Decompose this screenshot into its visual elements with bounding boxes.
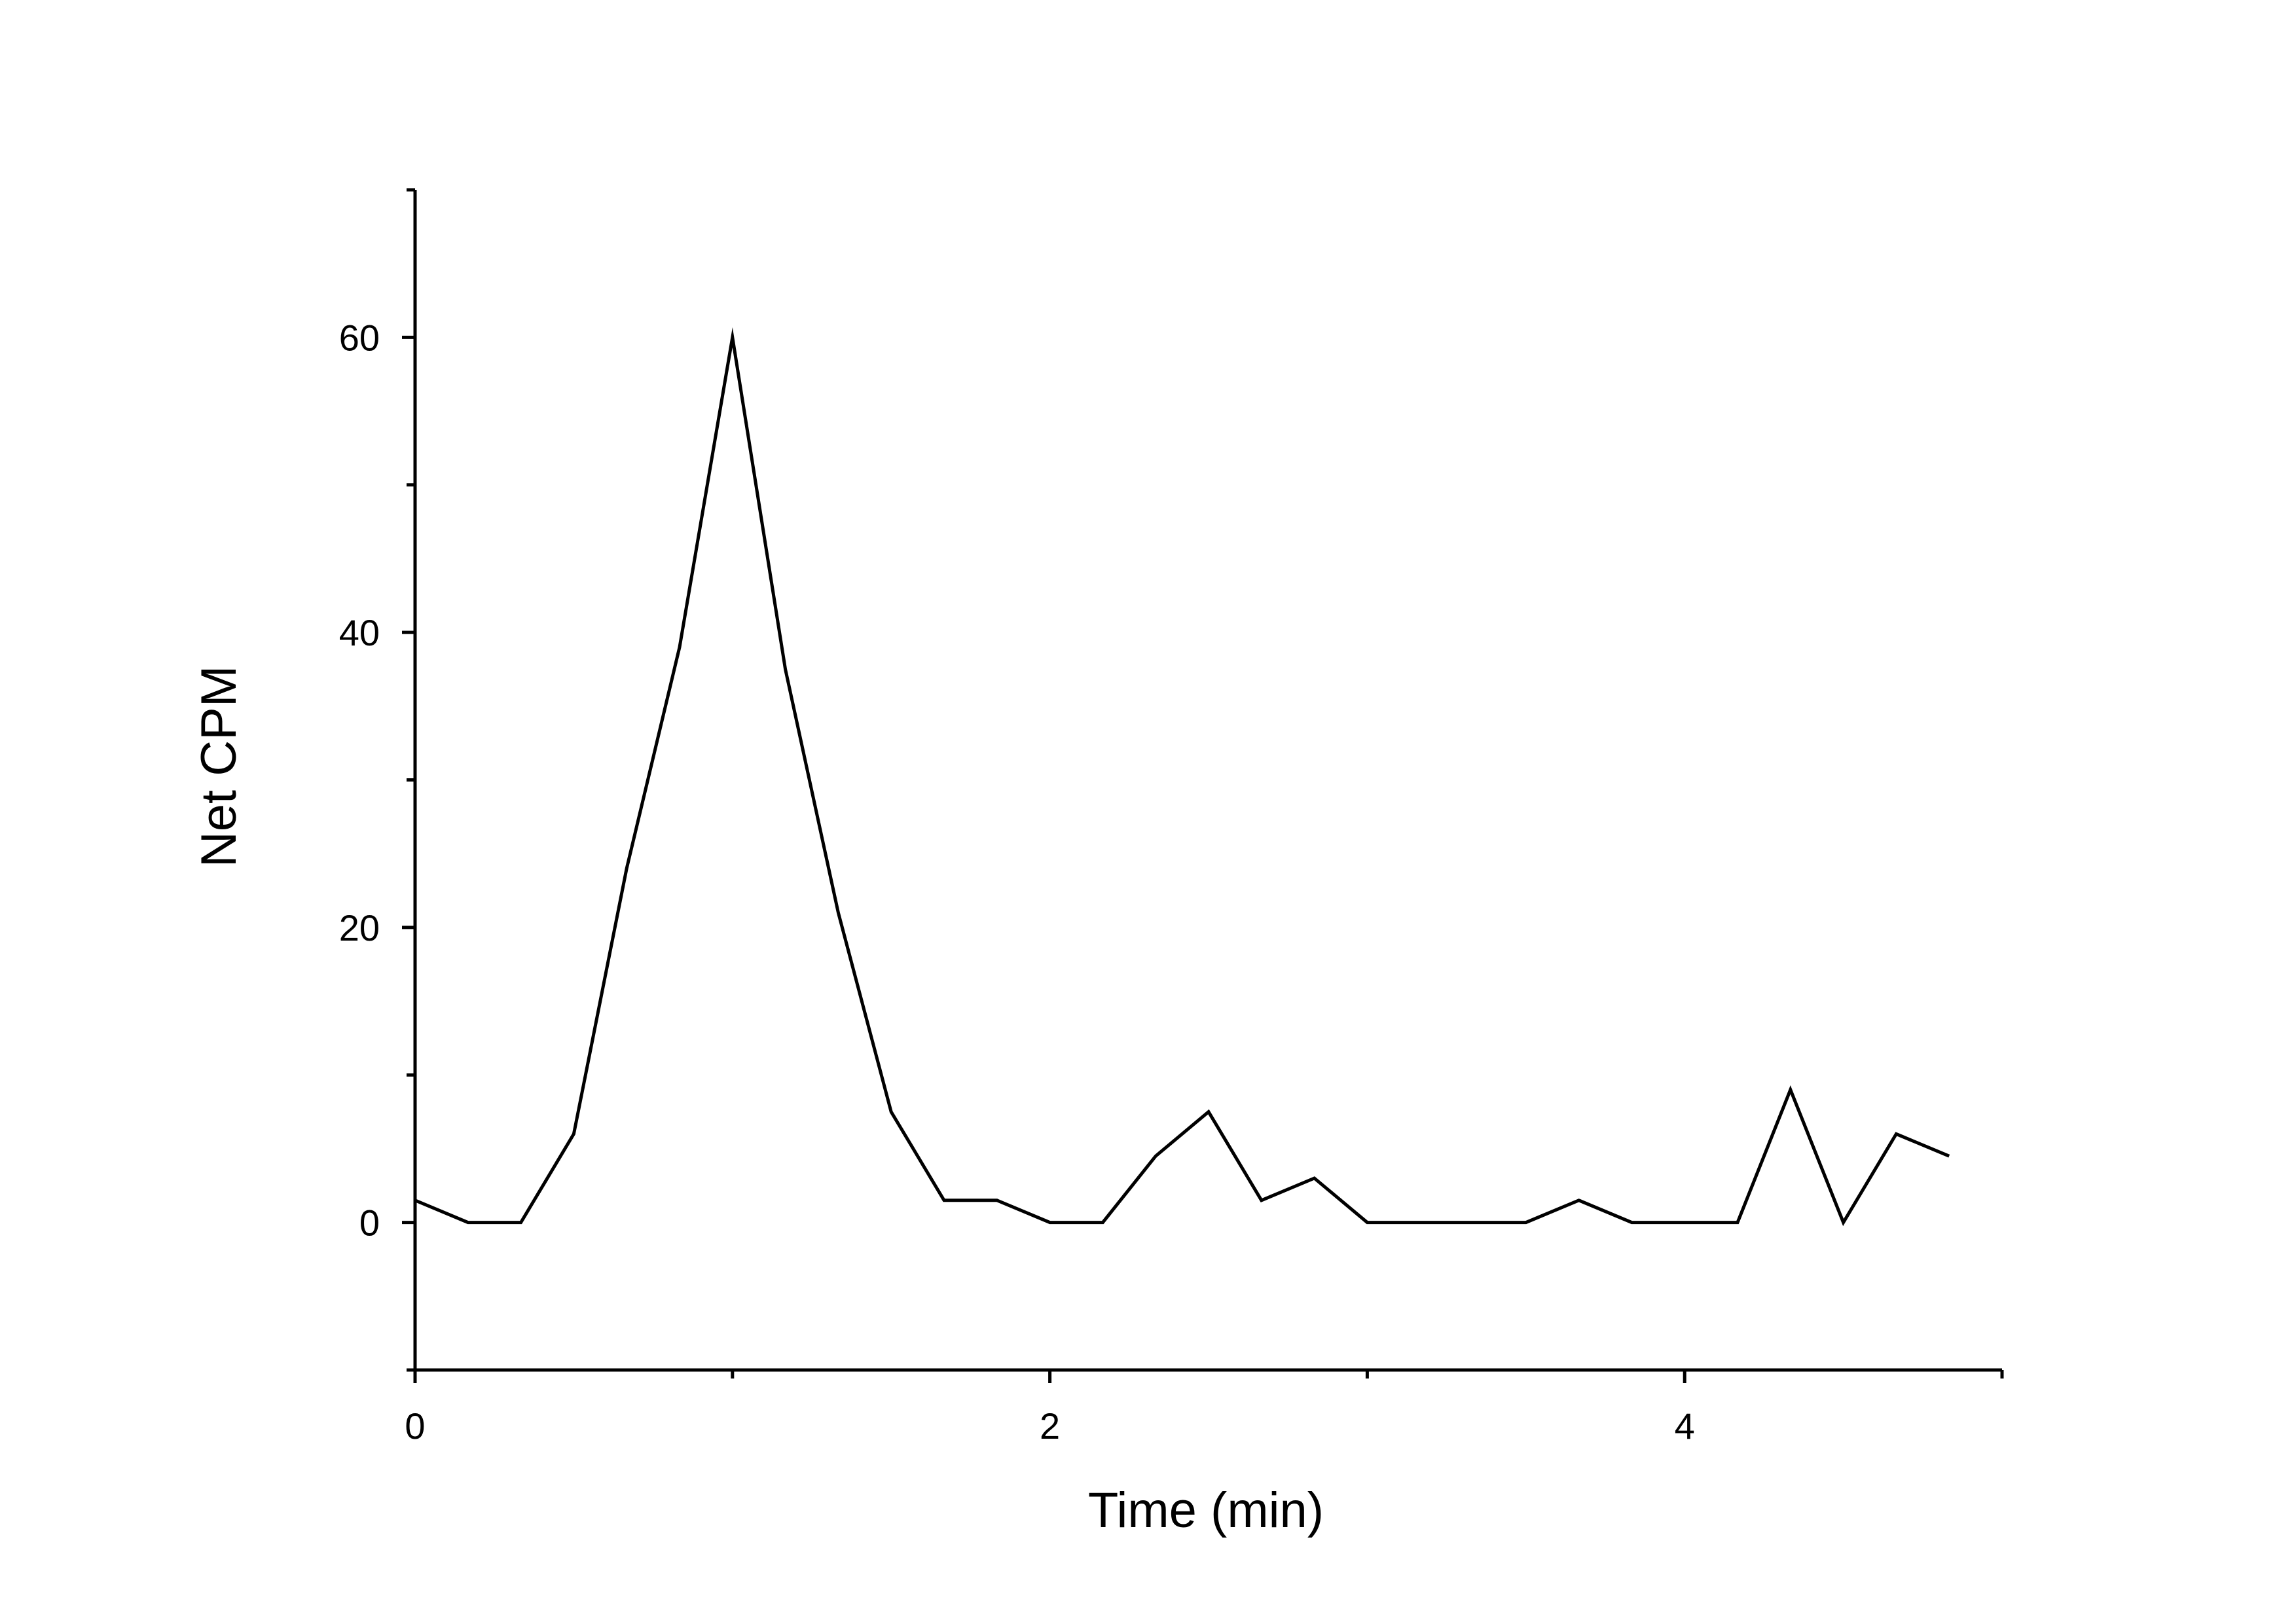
y-axis-ticks: 0 20 40 60 (339, 188, 415, 1372)
y-tick-label: 20 (339, 907, 380, 948)
x-tick-label: 2 (1040, 1405, 1060, 1447)
x-tick-label: 0 (405, 1405, 425, 1447)
x-tick-label: 4 (1675, 1405, 1695, 1447)
x-axis-ticks: 0 2 4 (405, 1370, 2004, 1447)
y-axis-title: Net CPM (191, 666, 247, 867)
series-line (414, 327, 1950, 1227)
x-axis-title: Time (min) (1088, 1483, 1324, 1538)
y-tick-label: 40 (339, 612, 380, 653)
plot-area (414, 327, 1950, 1227)
y-tick-label: 60 (339, 317, 380, 358)
y-tick-label: 0 (359, 1202, 380, 1244)
